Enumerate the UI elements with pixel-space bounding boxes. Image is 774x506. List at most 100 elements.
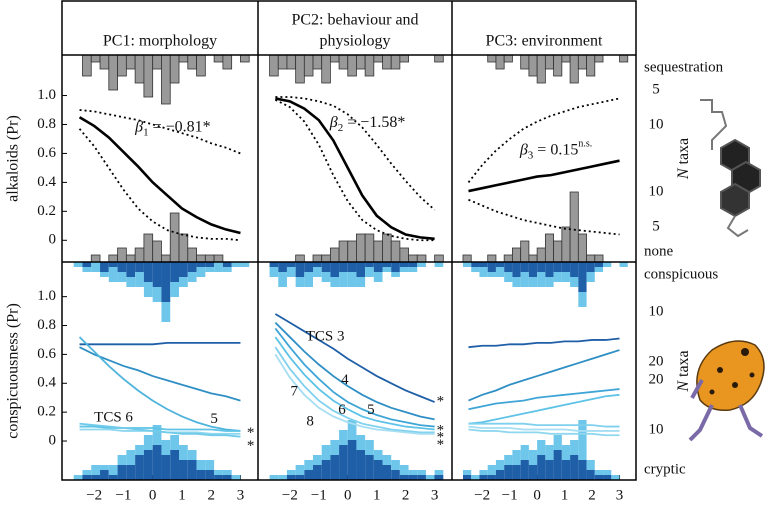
histogram-bar [329, 54, 340, 63]
histogram-bar [126, 262, 136, 277]
histogram-bar [553, 450, 562, 480]
histogram-bar [82, 262, 92, 267]
histogram-bar [330, 262, 340, 277]
histogram-bar [603, 262, 612, 267]
histogram-bar [73, 262, 83, 267]
histogram-bar [126, 465, 136, 480]
histogram-bar [295, 254, 305, 263]
histogram-bar [537, 272, 546, 287]
series-line [274, 313, 435, 403]
histogram-bar [269, 262, 279, 267]
histogram-bar [434, 475, 444, 480]
histogram-bar [373, 460, 383, 480]
histogram-bar [304, 272, 314, 287]
histogram-bar [321, 254, 331, 263]
series-line [274, 321, 435, 421]
line-annotation: * [247, 438, 255, 454]
histogram-bar [528, 262, 538, 277]
x-tick-label: −2 [282, 487, 298, 503]
histogram-bar [356, 450, 366, 480]
histogram-bar [586, 54, 596, 77]
histogram-bar [512, 450, 521, 465]
histogram-bar [179, 445, 188, 460]
histogram-bar [170, 262, 180, 282]
histogram-bar [399, 247, 409, 263]
histogram-bar [135, 262, 144, 272]
histogram-bar [169, 54, 180, 84]
histogram-bar [479, 262, 488, 267]
histogram-bar [408, 254, 418, 263]
histogram-bar [425, 475, 435, 480]
histogram-bar [561, 262, 571, 272]
histogram-bar [603, 475, 612, 480]
histogram-bar [100, 470, 109, 480]
line-annotation: * [247, 425, 255, 441]
series-line [468, 337, 620, 349]
histogram-bar [408, 475, 418, 480]
histogram-bar [222, 54, 233, 70]
histogram-bar [339, 445, 348, 480]
y-tick-label: 0.4 [37, 375, 56, 391]
histogram-bar [286, 470, 296, 475]
histogram-bar [382, 465, 392, 480]
x-tick-label: −1 [115, 487, 131, 503]
histogram-bar [286, 475, 296, 480]
histogram-bar [312, 254, 323, 263]
histogram-bar [179, 277, 188, 287]
y-tick-label: 0.8 [37, 317, 56, 333]
histogram-bar [553, 240, 563, 263]
histogram-bar [187, 247, 197, 263]
histogram-bar [373, 54, 383, 63]
histogram-bar [91, 262, 101, 272]
count-axis-label: Ntaxa [675, 138, 692, 180]
histogram-bar [594, 262, 604, 267]
histogram-bar [286, 262, 296, 267]
histogram-bar [391, 460, 400, 470]
series-line [79, 425, 241, 432]
column-title: PC1: morphology [103, 33, 217, 50]
histogram-bar [528, 54, 538, 77]
histogram-bar [117, 262, 127, 272]
y-axis-label: alkaloids (Pr) [5, 115, 22, 202]
histogram-bar [603, 470, 612, 475]
histogram-bar [561, 272, 571, 282]
histogram-bar [108, 54, 118, 91]
histogram-bar [382, 455, 392, 465]
histogram-bar [553, 54, 563, 77]
histogram-bar [434, 262, 444, 267]
histogram-bar [545, 277, 554, 287]
histogram-bar [152, 240, 162, 263]
histogram-label: cryptic [644, 461, 686, 477]
histogram-bar [108, 465, 118, 475]
histogram-bar [214, 475, 223, 480]
coefficient-label: β2 = −1.58* [329, 114, 406, 134]
histogram-bar [512, 262, 521, 277]
series-line [468, 428, 620, 437]
histogram-bar [382, 54, 392, 70]
histogram-bar [520, 54, 530, 70]
x-tick-label: 3 [237, 487, 245, 503]
series-line [275, 96, 436, 211]
histogram-bar [399, 465, 409, 475]
histogram-bar [570, 277, 579, 287]
x-tick-label: 1 [373, 487, 381, 503]
histogram-bar [339, 430, 348, 445]
histogram-bar [390, 240, 401, 263]
histogram-bar [330, 277, 340, 287]
histogram-bar [578, 292, 587, 307]
histogram-bar [187, 272, 197, 282]
histogram-bar [520, 272, 529, 287]
histogram-bar [365, 262, 374, 267]
histogram-bar [126, 277, 136, 287]
histogram-bar [82, 54, 92, 77]
histogram-bar [545, 445, 554, 460]
line-annotation: 5 [210, 411, 218, 427]
histogram-bar [135, 455, 144, 480]
histogram-bar [399, 54, 409, 63]
histogram-bar [170, 435, 180, 450]
histogram-bar [161, 254, 171, 263]
histogram-bar [196, 470, 206, 480]
histogram-bar [356, 435, 366, 450]
histogram-bar [495, 470, 505, 480]
